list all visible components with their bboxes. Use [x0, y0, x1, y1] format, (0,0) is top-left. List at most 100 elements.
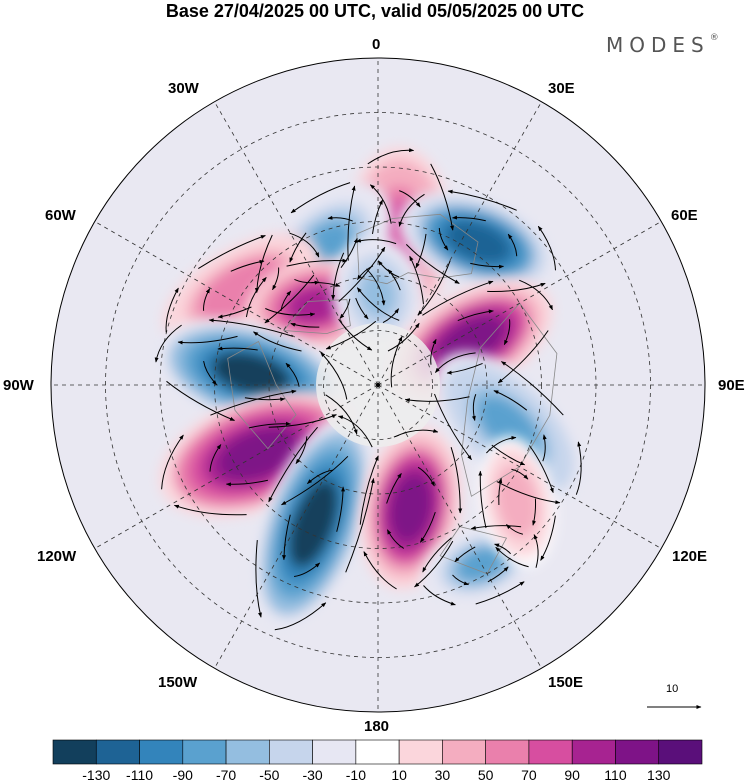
streamline: [363, 551, 397, 590]
streamline: [542, 434, 547, 462]
meridian-line: [377, 384, 662, 549]
streamline: [491, 444, 526, 466]
colorbar-tick-label: 70: [521, 767, 537, 783]
streamline: [575, 441, 582, 495]
streamline: [217, 346, 258, 351]
colorbar-tick-label: -110: [126, 767, 154, 783]
streamline: [537, 225, 556, 271]
meridian-line: [94, 221, 379, 386]
colorbar-tick-label: 50: [477, 767, 494, 783]
streamline: [454, 546, 476, 563]
streamline: [166, 380, 235, 421]
streamline: [487, 282, 546, 292]
streamline: [478, 470, 487, 529]
colorbar-tick-label: -10: [345, 767, 366, 783]
streamline: [486, 435, 517, 454]
streamline: [244, 397, 286, 402]
streamline: [430, 338, 437, 365]
streamline: [494, 543, 511, 555]
latitude-circle: [105, 112, 651, 658]
colorbar-tick-label: -130: [82, 767, 111, 783]
streamline: [497, 330, 549, 384]
streamline: [398, 193, 425, 227]
streamline: [417, 466, 435, 487]
streamline: [386, 529, 405, 549]
streamline: [457, 309, 494, 322]
coastline: [356, 213, 479, 285]
streamline: [470, 525, 522, 530]
streamline: [338, 246, 386, 302]
colorbar-swatch: [95, 739, 140, 765]
streamline: [540, 515, 556, 561]
streamline: [404, 396, 470, 403]
meridian-line: [214, 101, 379, 386]
streamline: [471, 394, 477, 421]
streamline: [327, 215, 353, 222]
streamline: [387, 269, 401, 291]
streamline: [274, 602, 327, 631]
colorbar-swatch: [312, 739, 357, 765]
coastline: [227, 340, 297, 450]
streamline: [506, 524, 524, 535]
streamline: [177, 335, 238, 345]
streamline: [367, 148, 415, 165]
streamline: [359, 455, 379, 525]
streamline: [503, 319, 511, 346]
colorbar-tick-label: -70: [215, 767, 237, 783]
colorbar-swatch: [571, 739, 616, 765]
streamline: [255, 540, 262, 618]
streamline: [345, 478, 375, 573]
streamline: [290, 182, 351, 214]
streamline: [320, 352, 348, 400]
streamline: [511, 468, 529, 480]
lon-label-150e: 150E: [548, 674, 584, 691]
streamline: [280, 290, 292, 311]
colorbar-tick-label: -30: [302, 767, 323, 783]
streamline: [338, 318, 373, 351]
colorbar-swatch: [355, 739, 400, 765]
streamline: [422, 537, 452, 573]
streamline: [507, 233, 518, 257]
streamlines: [154, 148, 582, 631]
streamline: [528, 445, 554, 494]
streamline: [248, 421, 291, 429]
streamline: [281, 455, 349, 506]
streamline: [495, 546, 529, 568]
reference-vector-label: 10: [666, 683, 679, 695]
streamline: [208, 318, 294, 337]
colorbar-swatch: [182, 739, 227, 765]
colorbar-swatch: [398, 739, 443, 765]
colorbar-swatch: [485, 739, 530, 765]
colorbar-swatch: [269, 739, 313, 765]
streamline: [339, 298, 351, 319]
streamline: [409, 255, 424, 305]
brand-mark: ®: [709, 33, 719, 44]
streamline: [438, 227, 449, 251]
streamline: [290, 322, 320, 328]
coastlines: [227, 213, 558, 575]
streamline: [470, 262, 504, 269]
anomaly-cell: [359, 425, 462, 590]
streamline: [161, 434, 184, 490]
colorbar-tick-label: -50: [259, 767, 280, 783]
lon-label-90w: 90W: [3, 377, 34, 394]
latitude-circle: [323, 330, 433, 440]
coastline: [282, 299, 351, 335]
streamline: [173, 504, 247, 516]
colorbar-tick-label: -90: [172, 767, 193, 783]
streamline: [369, 184, 392, 224]
lon-label-30w: 30W: [168, 80, 199, 97]
coastline: [461, 302, 558, 497]
streamline: [253, 331, 302, 352]
streamline: [311, 281, 341, 287]
colorbar-swatch: [442, 739, 486, 765]
streamline: [325, 320, 377, 350]
streamline: [423, 585, 456, 606]
streamline: [337, 415, 373, 448]
lon-label-30e: 30E: [548, 80, 575, 97]
lon-label-120e: 120E: [672, 548, 708, 565]
anomaly-cell: [478, 436, 556, 568]
streamline: [307, 469, 333, 484]
colorbar-swatch: [615, 739, 660, 765]
